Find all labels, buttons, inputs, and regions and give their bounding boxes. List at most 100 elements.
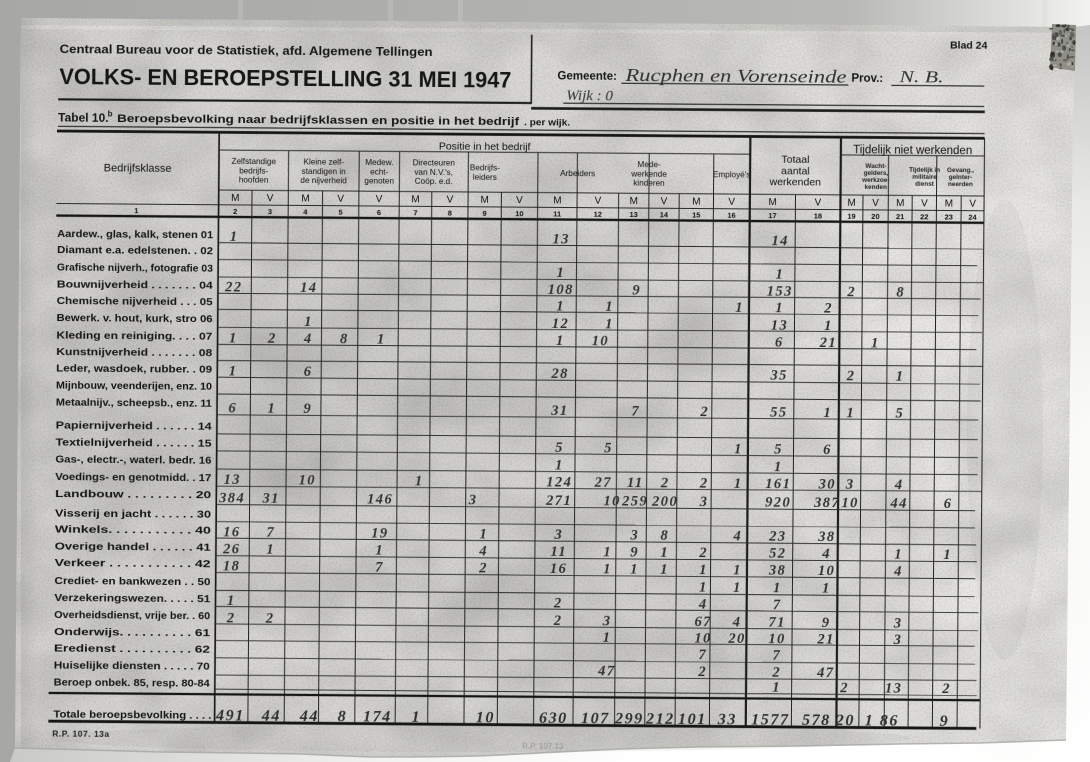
svg-text:31: 31 bbox=[550, 403, 568, 419]
svg-text:7: 7 bbox=[413, 208, 417, 217]
svg-text:161: 161 bbox=[765, 476, 791, 492]
svg-text:echt-: echt- bbox=[370, 167, 389, 176]
svg-text:Overheidsdienst, vrije ber. .: Overheidsdienst, vrije ber. . 60 bbox=[54, 610, 211, 622]
svg-text:8: 8 bbox=[340, 331, 349, 347]
svg-text:44: 44 bbox=[261, 708, 281, 725]
svg-text:M: M bbox=[768, 197, 776, 208]
svg-text:2: 2 bbox=[267, 331, 277, 347]
svg-text:V: V bbox=[447, 195, 454, 206]
svg-text:1: 1 bbox=[227, 593, 236, 609]
svg-text:7: 7 bbox=[631, 404, 640, 420]
svg-text:1: 1 bbox=[377, 332, 386, 348]
svg-text:3: 3 bbox=[268, 207, 272, 216]
svg-text:3: 3 bbox=[845, 477, 855, 493]
svg-text:1: 1 bbox=[824, 318, 833, 334]
svg-text:3: 3 bbox=[699, 494, 709, 510]
svg-text:VOLKS- EN BEROEPSTELLING 31 ME: VOLKS- EN BEROEPSTELLING 31 MEI 1947 bbox=[59, 64, 511, 93]
svg-text:12: 12 bbox=[552, 316, 569, 332]
svg-text:13: 13 bbox=[224, 472, 241, 488]
svg-text:Chemische nijverheid . . . 0: Chemische nijverheid . . . 05 bbox=[57, 296, 214, 308]
svg-text:V: V bbox=[728, 197, 735, 208]
svg-text:14: 14 bbox=[300, 280, 317, 296]
svg-text:Kleding en reiniging. . . . 0: Kleding en reiniging. . . . 07 bbox=[56, 330, 213, 342]
svg-text:Tabel 10.: Tabel 10. bbox=[58, 111, 109, 125]
svg-text:299: 299 bbox=[614, 710, 644, 727]
svg-text:van N.V.'s,: van N.V.'s, bbox=[414, 168, 453, 177]
svg-text:M: M bbox=[692, 196, 700, 207]
svg-text:Tijdelijk niet werkenden: Tijdelijk niet werkenden bbox=[853, 144, 972, 157]
svg-text:Beroep onbek. 85, resp. 80-84: Beroep onbek. 85, resp. 80-84 bbox=[54, 677, 211, 689]
svg-text:35: 35 bbox=[769, 368, 787, 384]
svg-text:Visserij en jacht . . . . . .: Visserij en jacht . . . . . . 30 bbox=[55, 508, 212, 520]
svg-text:1: 1 bbox=[734, 476, 743, 492]
svg-text:259: 259 bbox=[621, 493, 648, 509]
svg-text:Crediet- en bankwezen . . 50: Crediet- en bankwezen . . 50 bbox=[54, 576, 211, 588]
svg-text:10: 10 bbox=[299, 473, 316, 489]
svg-text:3: 3 bbox=[553, 527, 563, 543]
svg-text:9: 9 bbox=[822, 615, 831, 631]
svg-text:V: V bbox=[376, 194, 383, 205]
svg-text:491: 491 bbox=[215, 707, 245, 724]
svg-text:. per wijk.: . per wijk. bbox=[524, 117, 570, 128]
svg-text:1: 1 bbox=[557, 265, 566, 281]
svg-text:1: 1 bbox=[304, 314, 313, 330]
svg-text:8: 8 bbox=[896, 285, 905, 301]
svg-text:hoofden: hoofden bbox=[239, 175, 269, 184]
svg-text:4: 4 bbox=[894, 477, 904, 493]
svg-text:2: 2 bbox=[846, 284, 856, 300]
svg-text:21: 21 bbox=[816, 631, 834, 647]
svg-text:23: 23 bbox=[945, 212, 953, 221]
svg-text:23: 23 bbox=[768, 529, 786, 545]
svg-text:Aardew., glas, kalk, stenen 01: Aardew., glas, kalk, stenen 01 bbox=[57, 229, 214, 241]
svg-text:leiders: leiders bbox=[473, 173, 497, 182]
svg-text:44: 44 bbox=[299, 708, 319, 725]
svg-text:18: 18 bbox=[223, 558, 240, 574]
svg-text:1: 1 bbox=[556, 299, 565, 315]
svg-text:20: 20 bbox=[727, 631, 745, 647]
svg-text:2: 2 bbox=[553, 613, 563, 629]
svg-text:10: 10 bbox=[515, 209, 523, 218]
svg-text:107: 107 bbox=[581, 710, 610, 727]
svg-text:Verkeer . . . . . . . . . . .: Verkeer . . . . . . . . . . . 42 bbox=[55, 558, 212, 570]
svg-text:2: 2 bbox=[771, 665, 781, 681]
svg-text:2: 2 bbox=[697, 664, 707, 680]
svg-text:M: M bbox=[553, 195, 561, 206]
svg-text:28: 28 bbox=[550, 366, 568, 382]
svg-text:Zelfstandige: Zelfstandige bbox=[231, 157, 276, 166]
svg-text:Prov.:: Prov.: bbox=[851, 73, 883, 85]
svg-text:7: 7 bbox=[773, 597, 782, 613]
svg-text:Employé's: Employé's bbox=[713, 170, 751, 179]
svg-text:1: 1 bbox=[267, 401, 276, 417]
svg-text:1: 1 bbox=[603, 544, 612, 560]
svg-text:V: V bbox=[969, 199, 976, 210]
svg-text:578: 578 bbox=[802, 712, 831, 729]
svg-text:200: 200 bbox=[651, 494, 678, 510]
svg-text:V: V bbox=[516, 195, 523, 206]
svg-text:2: 2 bbox=[233, 207, 237, 216]
svg-text:9: 9 bbox=[482, 209, 486, 218]
svg-text:1: 1 bbox=[660, 562, 669, 578]
svg-text:Wijk : 0: Wijk : 0 bbox=[566, 88, 613, 104]
svg-text:1: 1 bbox=[479, 527, 488, 543]
svg-text:1: 1 bbox=[846, 405, 855, 421]
svg-text:V: V bbox=[337, 194, 344, 205]
svg-text:20: 20 bbox=[835, 712, 855, 729]
svg-text:4: 4 bbox=[893, 564, 903, 580]
svg-text:genoten: genoten bbox=[364, 176, 394, 185]
svg-text:21: 21 bbox=[896, 212, 904, 221]
svg-text:4: 4 bbox=[732, 529, 742, 545]
svg-text:86: 86 bbox=[880, 712, 899, 729]
svg-text:1: 1 bbox=[556, 333, 565, 349]
svg-text:1: 1 bbox=[412, 709, 422, 726]
svg-text:4: 4 bbox=[821, 546, 831, 562]
svg-text:M: M bbox=[945, 198, 953, 209]
svg-text:387: 387 bbox=[813, 495, 840, 511]
svg-text:4: 4 bbox=[698, 597, 708, 613]
svg-text:13: 13 bbox=[629, 210, 637, 219]
svg-text:27: 27 bbox=[594, 475, 612, 491]
svg-text:9: 9 bbox=[940, 713, 950, 730]
svg-text:Eredienst . . . . . . . . . .: Eredienst . . . . . . . . . . 62 bbox=[54, 643, 211, 655]
svg-text:1: 1 bbox=[229, 330, 238, 346]
svg-text:47: 47 bbox=[597, 663, 615, 679]
svg-text:5: 5 bbox=[895, 406, 904, 422]
